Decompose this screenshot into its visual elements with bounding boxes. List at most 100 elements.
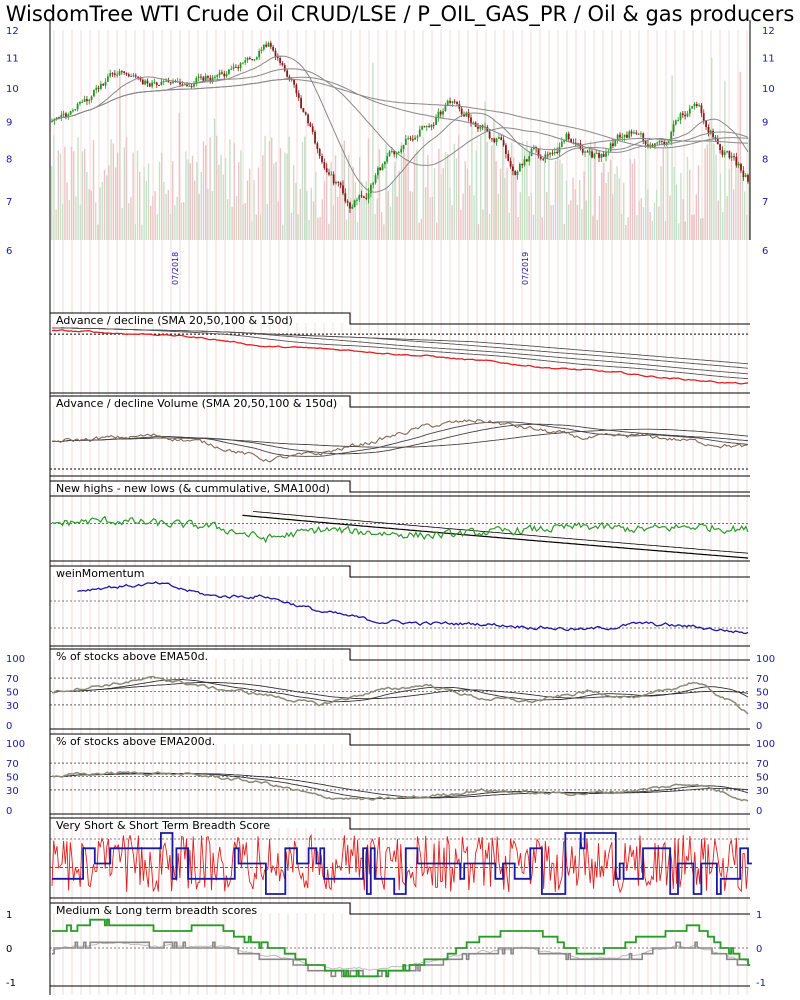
volume-bar bbox=[350, 197, 352, 240]
volume-bar bbox=[537, 155, 539, 240]
price-candle bbox=[586, 151, 589, 153]
price-candle bbox=[102, 83, 105, 86]
volume-bar bbox=[491, 145, 493, 240]
volume-bar bbox=[488, 213, 491, 240]
price-candle bbox=[414, 137, 417, 140]
price-candle bbox=[726, 151, 728, 153]
price-candle bbox=[605, 152, 607, 157]
price-candle bbox=[127, 74, 130, 77]
price-tick-right: 12 bbox=[762, 26, 775, 37]
price-candle bbox=[116, 74, 119, 76]
volume-bar bbox=[378, 149, 381, 240]
price-candle bbox=[265, 44, 268, 47]
volume-bar bbox=[618, 178, 620, 240]
price-candle bbox=[614, 140, 617, 147]
price-candle bbox=[463, 114, 465, 117]
panel-title-bg bbox=[51, 735, 349, 744]
nhnl-cumulative-sma bbox=[252, 511, 749, 554]
volume-bar bbox=[266, 203, 268, 240]
price-candle bbox=[111, 73, 114, 75]
price-candle bbox=[274, 50, 277, 57]
volume-bar bbox=[669, 195, 671, 240]
volume-bar bbox=[301, 141, 304, 240]
volume-bar bbox=[130, 197, 132, 240]
volume-bar bbox=[673, 166, 675, 240]
price-candle bbox=[723, 152, 726, 155]
volume-bar bbox=[128, 203, 130, 240]
pct-tick-left: 70 bbox=[6, 759, 19, 770]
volume-bar bbox=[623, 182, 625, 240]
price-candle bbox=[714, 137, 717, 139]
price-candle bbox=[491, 138, 493, 140]
volume-bar bbox=[517, 217, 519, 240]
volume-bar bbox=[180, 202, 183, 240]
price-candle bbox=[744, 175, 747, 177]
volume-bar bbox=[242, 204, 244, 240]
price-candle bbox=[549, 152, 552, 155]
volume-bar bbox=[167, 189, 169, 240]
volume-bar bbox=[702, 218, 704, 240]
volume-bar bbox=[251, 221, 253, 240]
price-candle bbox=[356, 199, 358, 201]
volume-bar bbox=[420, 218, 422, 240]
volume-bar bbox=[321, 199, 323, 240]
volume-bar bbox=[207, 188, 209, 240]
pct-tick-right: 50 bbox=[756, 773, 769, 784]
volume-bar bbox=[550, 205, 552, 240]
price-candle bbox=[742, 170, 745, 177]
volume-bar bbox=[713, 143, 715, 240]
price-candle bbox=[644, 141, 647, 145]
volume-bar bbox=[152, 196, 154, 240]
price-candle bbox=[69, 111, 72, 115]
volume-bar bbox=[319, 216, 321, 240]
price-candle bbox=[86, 99, 88, 102]
price-candle bbox=[609, 143, 612, 152]
price-candle bbox=[197, 76, 200, 78]
price-candle bbox=[560, 141, 563, 147]
price-candle bbox=[370, 184, 372, 194]
volume-bar bbox=[576, 204, 579, 240]
price-candle bbox=[328, 172, 330, 175]
volume-bar bbox=[389, 206, 392, 240]
pct-tick-right: 30 bbox=[756, 701, 769, 712]
pct-tick-right: 70 bbox=[756, 674, 769, 685]
price-candle bbox=[518, 164, 521, 172]
price-candle bbox=[172, 81, 174, 83]
volume-bar bbox=[733, 189, 735, 240]
price-candle bbox=[144, 80, 147, 85]
price-candle bbox=[323, 162, 326, 169]
price-candle bbox=[374, 175, 377, 183]
volume-bar bbox=[697, 165, 700, 240]
price-candle bbox=[574, 142, 577, 144]
price-candle bbox=[65, 113, 67, 118]
nhnl-cumulative bbox=[242, 514, 749, 559]
price-candle bbox=[663, 141, 666, 145]
pct-sma-line bbox=[51, 773, 749, 799]
volume-bar bbox=[565, 180, 568, 240]
price-candle bbox=[619, 134, 621, 138]
volume-bar bbox=[715, 154, 717, 240]
volume-bars bbox=[51, 57, 750, 241]
volume-bar bbox=[240, 150, 242, 240]
price-candle bbox=[88, 99, 91, 102]
volume-bar bbox=[121, 207, 123, 240]
volume-bar bbox=[447, 153, 449, 240]
price-candle bbox=[363, 196, 365, 199]
volume-bar bbox=[370, 186, 372, 240]
volume-bar bbox=[88, 189, 90, 240]
price-candle bbox=[444, 105, 447, 112]
panel-frame bbox=[49, 817, 750, 830]
volume-bar bbox=[295, 183, 297, 240]
volume-bar bbox=[332, 205, 334, 240]
price-candle bbox=[269, 43, 272, 47]
volume-bar bbox=[691, 214, 693, 240]
volume-bar bbox=[51, 166, 53, 240]
volume-bar bbox=[90, 190, 92, 240]
volume-bar bbox=[352, 166, 354, 240]
volume-bar bbox=[268, 141, 271, 240]
volume-bar bbox=[689, 169, 691, 240]
volume-bar bbox=[722, 211, 724, 240]
volume-bar bbox=[609, 159, 612, 240]
volume-bar bbox=[392, 182, 394, 240]
pct-sma-line bbox=[51, 681, 749, 700]
